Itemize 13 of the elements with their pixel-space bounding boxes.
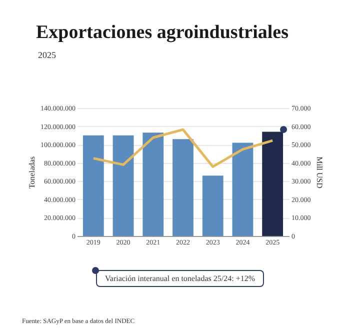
bar <box>262 132 284 236</box>
bar <box>82 135 104 236</box>
bar <box>112 135 134 236</box>
bar <box>142 132 164 236</box>
chart-subtitle: 2025 <box>38 50 56 60</box>
chart-title: Exportaciones agroindustriales <box>36 22 288 44</box>
line-series <box>92 128 274 168</box>
text: Variación interanual en toneladas 25/24: +12% <box>96 270 264 287</box>
bar <box>172 139 194 236</box>
y2-axis-title: Mill USD <box>314 156 324 189</box>
y-axis-title: Toneladas <box>28 156 36 189</box>
bar <box>232 142 254 236</box>
bar <box>202 176 224 236</box>
